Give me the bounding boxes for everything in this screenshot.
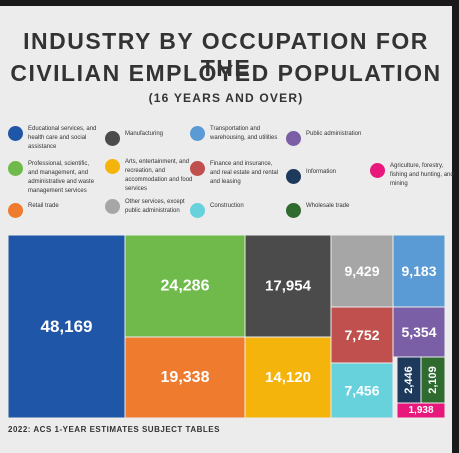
treemap-rect <box>330 362 394 419</box>
treemap-rect <box>392 306 446 358</box>
treemap-rect <box>7 234 126 419</box>
treemap-value-label: 5,354 <box>401 324 436 340</box>
treemap-value-label: 14,120 <box>265 369 311 386</box>
legend-item: Wholesale trade <box>286 202 376 218</box>
legend-item: Agriculture, forestry, fishing and hunti… <box>370 162 459 189</box>
legend-item: Finance and insurance, and real estate a… <box>190 160 280 187</box>
chart-title-line2: CIVILIAN EMPLOYED POPULATION <box>10 60 442 86</box>
treemap-rect <box>396 356 422 404</box>
treemap-rect <box>124 234 246 338</box>
treemap-rect <box>396 402 446 419</box>
treemap-rect <box>124 336 246 419</box>
legend-label: Other services, except public administra… <box>125 199 185 214</box>
legend-item: Construction <box>190 202 280 218</box>
legend-item: Public administration <box>286 130 376 146</box>
treemap-rect <box>330 306 394 364</box>
legend-swatch <box>8 126 23 141</box>
treemap-value-label: 17,954 <box>265 278 312 295</box>
legend-label: Educational services, and health care an… <box>28 126 97 150</box>
legend-item: Professional, scientific, and management… <box>8 160 98 196</box>
treemap-rect <box>330 234 394 308</box>
treemap-value-label: 19,338 <box>161 369 210 386</box>
legend-label: Finance and insurance, and real estate a… <box>210 161 279 185</box>
legend-swatch <box>105 131 120 146</box>
legend-item: Educational services, and health care an… <box>8 125 98 152</box>
legend-swatch <box>190 126 205 141</box>
legend-item: Transportation and warehousing, and util… <box>190 125 280 143</box>
legend-swatch <box>190 161 205 176</box>
legend-swatch <box>8 203 23 218</box>
treemap-value-label: 7,752 <box>344 327 379 343</box>
legend-swatch <box>286 169 301 184</box>
legend-swatch <box>105 199 120 214</box>
legend-item: Manufacturing <box>105 130 195 146</box>
legend-swatch <box>105 159 120 174</box>
legend-swatch <box>286 131 301 146</box>
legend-label: Wholesale trade <box>306 203 350 209</box>
top-border <box>0 0 452 6</box>
legend-label: Information <box>306 169 337 175</box>
treemap-value-label: 2,446 <box>403 366 415 394</box>
legend-swatch <box>190 203 205 218</box>
source-footer: 2022: ACS 1-YEAR ESTIMATES SUBJECT TABLE… <box>8 425 220 434</box>
legend-label: Arts, entertainment, and recreation, and… <box>125 159 193 192</box>
legend-item: Other services, except public administra… <box>105 198 195 216</box>
treemap-value-label: 24,286 <box>161 278 210 295</box>
treemap-value-label: 9,429 <box>344 263 379 279</box>
legend-label: Professional, scientific, and management… <box>28 161 95 194</box>
legend-swatch <box>370 163 385 178</box>
legend-swatch <box>286 203 301 218</box>
legend-item: Arts, entertainment, and recreation, and… <box>105 158 195 194</box>
legend-label: Manufacturing <box>125 131 164 137</box>
legend-item: Retail trade <box>8 202 98 218</box>
treemap-value-label: 48,169 <box>41 317 93 336</box>
legend-label: Public administration <box>306 131 362 137</box>
treemap-rect <box>244 234 332 338</box>
legend-label: Agriculture, forestry, fishing and hunti… <box>390 163 454 187</box>
legend-label: Retail trade <box>28 203 59 209</box>
legend-swatch <box>8 161 23 176</box>
treemap-value-label: 1,938 <box>408 405 433 416</box>
treemap-value-label: 2,109 <box>427 366 439 394</box>
legend-label: Transportation and warehousing, and util… <box>210 126 278 141</box>
treemap-value-label: 9,183 <box>401 263 436 279</box>
treemap-value-label: 7,456 <box>344 383 379 399</box>
treemap-rect <box>392 234 446 308</box>
treemap-rect <box>244 336 332 419</box>
chart-title-line1: INDUSTRY BY OCCUPATION FOR THE <box>23 28 429 81</box>
legend-label: Construction <box>210 203 244 209</box>
legend-item: Information <box>286 168 376 184</box>
chart-subtitle: (16 YEARS AND OVER) <box>148 91 304 105</box>
